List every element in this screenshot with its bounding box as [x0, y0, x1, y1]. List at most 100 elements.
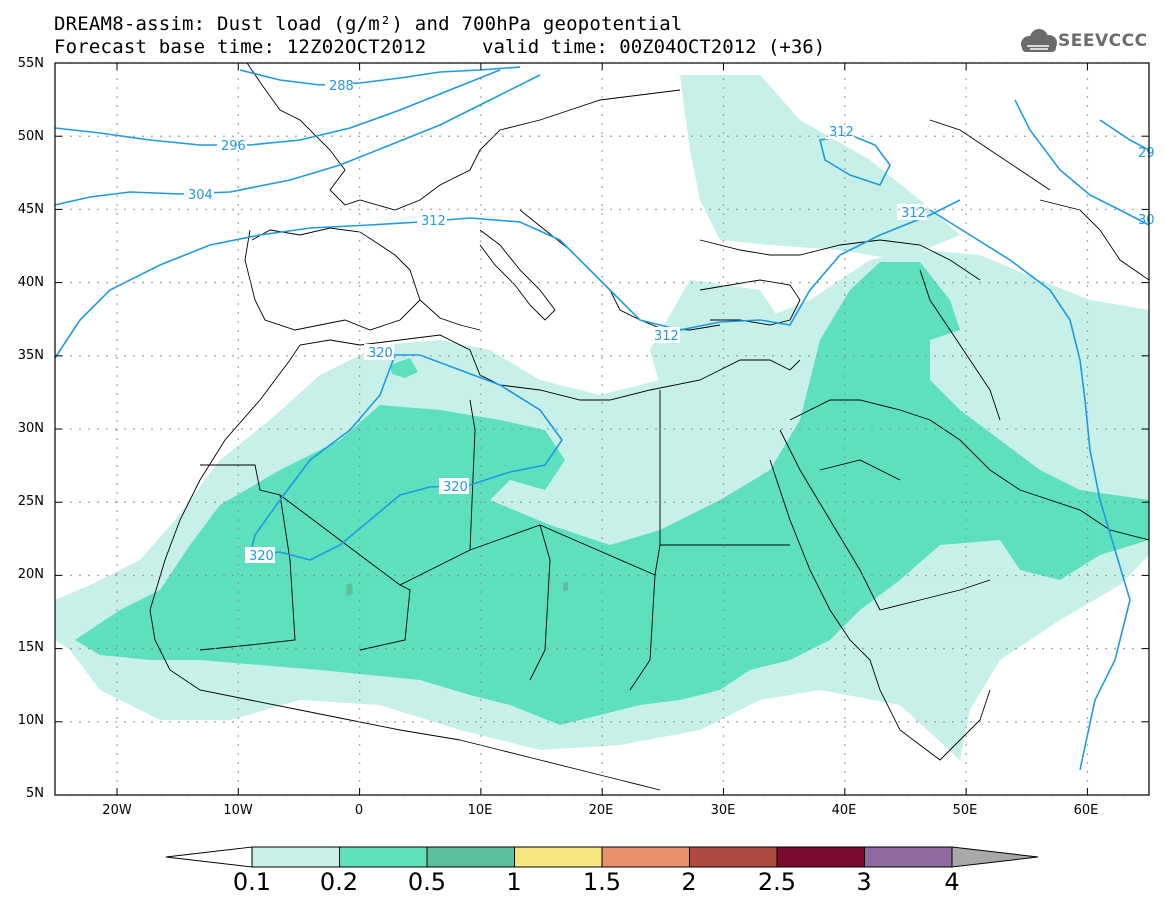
- grid-dot: [237, 492, 240, 494]
- grid-dot: [925, 355, 927, 357]
- grid-dot: [313, 574, 315, 577]
- grid-dot: [115, 721, 117, 723]
- grid-dot: [722, 168, 725, 170]
- grid-dot: [763, 721, 765, 723]
- grid-dot: [880, 574, 882, 577]
- grid-dot: [237, 762, 240, 764]
- grid-dot: [1033, 501, 1035, 504]
- grid-dot: [295, 647, 297, 650]
- grid-dot: [1087, 135, 1089, 137]
- grid-dot: [1015, 721, 1017, 723]
- grid-dot: [601, 339, 603, 341]
- grid-dot: [601, 753, 603, 755]
- grid-dot: [142, 355, 144, 357]
- grid-dot: [961, 428, 963, 430]
- grid-dot: [421, 721, 423, 723]
- grid-dot: [637, 208, 639, 211]
- grid-dot: [736, 647, 738, 650]
- grid-dot: [196, 501, 198, 504]
- grid-dot: [781, 721, 783, 723]
- grid-dot: [844, 411, 846, 413]
- grid-dot: [853, 574, 855, 577]
- grid-dot: [79, 647, 81, 650]
- grid-dot: [340, 355, 342, 357]
- grid-dot: [1123, 647, 1125, 650]
- grid-dot: [358, 721, 360, 723]
- grid-dot: [178, 574, 180, 577]
- grid-dot: [237, 735, 240, 737]
- grid-dot: [466, 574, 468, 577]
- grid-dot: [965, 294, 967, 296]
- grid-dot: [196, 574, 198, 577]
- grid-dot: [349, 501, 351, 504]
- grid-dot: [421, 208, 423, 211]
- grid-dot: [277, 721, 279, 723]
- grid-dot: [480, 267, 482, 269]
- grid-dot: [628, 574, 630, 577]
- grid-dot: [556, 647, 558, 650]
- grid-dot: [610, 281, 612, 284]
- grid-dot: [358, 208, 360, 211]
- grid-dot: [1123, 501, 1125, 504]
- grid-dot: [835, 721, 837, 723]
- grid-dot: [331, 647, 333, 650]
- grid-dot: [1069, 721, 1071, 723]
- dust-band-low: [650, 280, 780, 385]
- grid-dot: [817, 355, 819, 357]
- grid-dot: [844, 456, 846, 458]
- grid-dot: [1086, 438, 1089, 440]
- grid-dot: [601, 204, 603, 206]
- grid-dot: [965, 330, 967, 332]
- grid-dot: [965, 150, 967, 152]
- grid-dot: [979, 501, 981, 504]
- grid-dot: [628, 135, 630, 137]
- grid-dot: [727, 281, 729, 284]
- grid-dot: [565, 721, 567, 723]
- contour-label: 29: [1138, 146, 1155, 161]
- grid-dot: [237, 213, 240, 215]
- grid-dot: [754, 501, 756, 504]
- grid-dot: [826, 647, 828, 650]
- grid-dot: [799, 721, 801, 723]
- grid-dot: [1123, 721, 1125, 723]
- grid-dot: [592, 501, 594, 504]
- grid-dot: [722, 132, 725, 134]
- grid-dot: [601, 213, 603, 215]
- grid-dot: [601, 267, 603, 269]
- grid-dot: [403, 721, 405, 723]
- grid-dot: [116, 420, 118, 422]
- grid-dot: [844, 492, 846, 494]
- grid-dot: [106, 574, 108, 577]
- grid-dot: [394, 574, 396, 577]
- grid-dot: [1086, 114, 1089, 116]
- grid-dot: [466, 647, 468, 650]
- grid-dot: [916, 647, 918, 650]
- grid-dot: [1078, 355, 1080, 357]
- grid-dot: [772, 281, 774, 284]
- grid-dot: [1114, 574, 1116, 577]
- grid-dot: [844, 647, 846, 650]
- grid-dot: [1105, 574, 1107, 577]
- grid-dot: [480, 294, 482, 296]
- grid-dot: [1086, 726, 1089, 728]
- grid-dot: [502, 428, 504, 430]
- grid-dot: [916, 428, 918, 430]
- grid-dot: [844, 135, 846, 137]
- grid-dot: [979, 574, 981, 577]
- grid-dot: [322, 135, 324, 137]
- grid-dot: [601, 483, 603, 485]
- grid-dot: [853, 355, 855, 357]
- grid-dot: [637, 135, 639, 137]
- grid-dot: [889, 721, 891, 723]
- grid-dot: [223, 501, 225, 504]
- grid-dot: [965, 726, 967, 728]
- grid-dot: [844, 249, 846, 251]
- grid-dot: [116, 708, 118, 710]
- grid-dot: [610, 428, 612, 430]
- grid-dot: [358, 294, 361, 296]
- grid-dot: [772, 501, 774, 504]
- grid-dot: [965, 564, 967, 566]
- grid-dot: [160, 428, 162, 430]
- grid-dot: [480, 510, 482, 512]
- grid-dot: [237, 150, 240, 152]
